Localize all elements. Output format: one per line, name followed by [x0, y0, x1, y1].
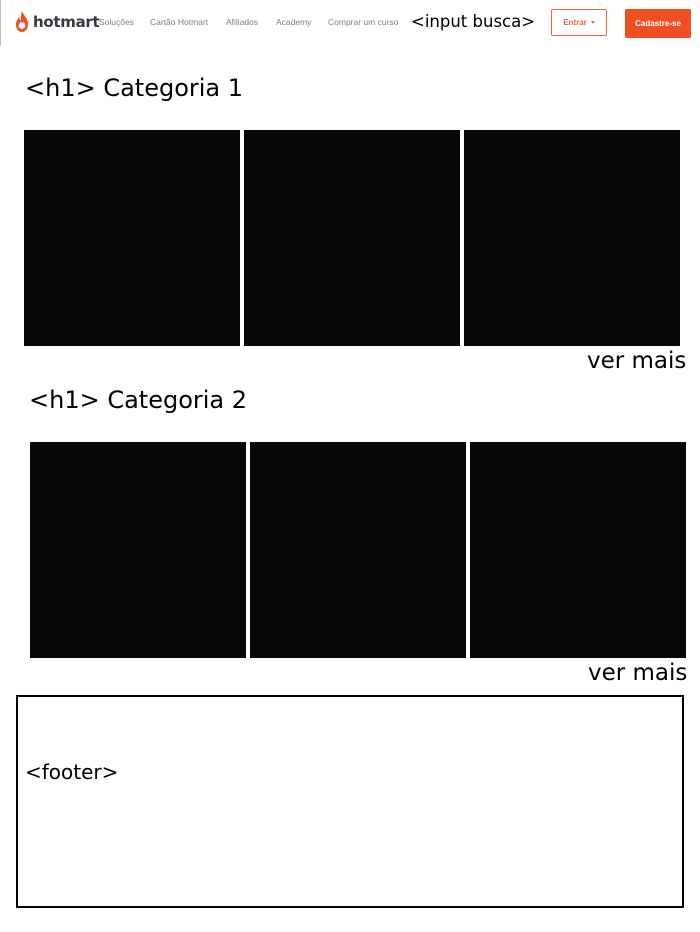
product-card[interactable] [464, 130, 680, 346]
see-more-link[interactable]: ver mais [587, 348, 687, 374]
nav-link-comprar[interactable]: Comprar um curso [328, 17, 399, 27]
page-footer: <footer> [16, 695, 684, 908]
hotmart-flame-icon [16, 11, 28, 32]
signup-button[interactable]: Cadastre-se [625, 9, 691, 38]
nav-link-solucoes[interactable]: Soluções [99, 17, 134, 27]
hotmart-logo[interactable]: hotmart [14, 9, 100, 35]
product-card[interactable] [30, 442, 246, 658]
product-card[interactable] [24, 130, 240, 346]
see-more-link[interactable]: ver mais [588, 660, 688, 686]
caret-down-icon [590, 21, 595, 24]
footer-label: <footer> [25, 760, 119, 784]
header-edge-line [0, 0, 1, 46]
signup-button-label: Cadastre-se [635, 19, 681, 28]
login-button-label: Entrar [563, 18, 587, 27]
nav-link-cartao[interactable]: Cartão Hotmart [150, 17, 209, 27]
login-button[interactable]: Entrar [551, 9, 607, 36]
product-card[interactable] [244, 130, 460, 346]
product-card[interactable] [250, 442, 466, 658]
category-title: <h1> Categoria 2 [29, 386, 248, 414]
logo-text: hotmart [33, 13, 100, 31]
top-navbar: hotmart Soluções Cartão Hotmart Afiliado… [0, 0, 700, 46]
category-title: <h1> Categoria 1 [25, 74, 244, 102]
nav-link-afiliados[interactable]: Afiliados [226, 17, 259, 27]
nav-link-academy[interactable]: Academy [276, 17, 312, 27]
product-card[interactable] [470, 442, 686, 658]
search-input[interactable]: <input busca> [411, 12, 536, 31]
